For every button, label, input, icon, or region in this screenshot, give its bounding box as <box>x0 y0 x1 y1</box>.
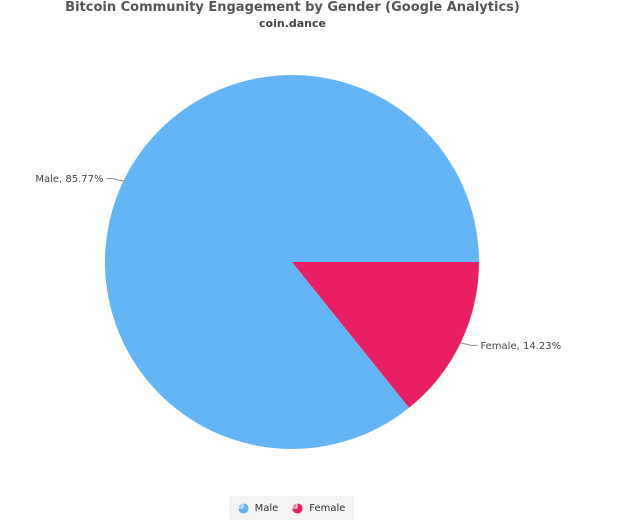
leader-line-female <box>460 342 478 346</box>
legend-label-female: Female <box>309 502 346 514</box>
slice-label-male: Male, 85.77% <box>35 174 103 185</box>
legend: Male Female <box>229 496 354 520</box>
leader-line-male <box>106 178 124 182</box>
chart-subtitle: coin.dance <box>259 17 326 30</box>
legend-item-female[interactable]: Female <box>292 503 345 514</box>
chart-title: Bitcoin Community Engagement by Gender (… <box>65 0 520 15</box>
slice-label-female: Female, 14.23% <box>480 341 561 352</box>
legend-label-male: Male <box>254 502 279 514</box>
pie-slice-female[interactable] <box>292 262 479 408</box>
legend-item-male[interactable]: Male <box>238 502 279 514</box>
pie-chart: Male, 85.77% Female, 14.23% <box>35 75 561 450</box>
pie-icon <box>292 502 303 514</box>
pie-icon <box>238 502 249 514</box>
pie-slice-male[interactable] <box>105 75 480 450</box>
